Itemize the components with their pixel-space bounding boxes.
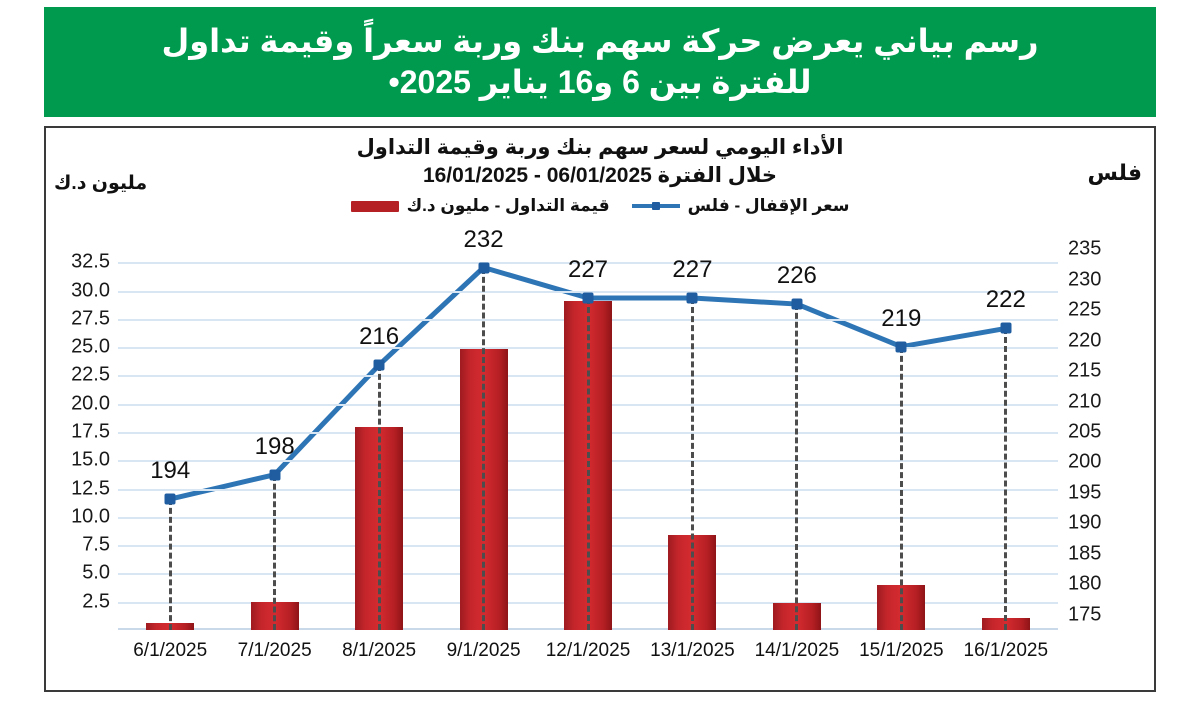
right-axis-tick: 215 (1068, 359, 1102, 382)
headline-line-1: رسم بياني يعرض حركة سهم بنك وربة سعراً و… (161, 22, 1039, 59)
drop-line (168, 499, 172, 630)
drop-line (1004, 328, 1008, 630)
line-data-point[interactable] (478, 262, 490, 273)
left-axis-tick: 7.5 (82, 533, 110, 556)
drop-line (377, 364, 381, 630)
left-axis-tick: 32.5 (71, 250, 110, 273)
right-axis-tick: 200 (1068, 450, 1102, 473)
headline-line-2: للفترة بين 6 و16 يناير 2025• (388, 64, 812, 100)
right-axis-tick: 180 (1068, 572, 1102, 595)
right-axis-title: فلس (1087, 160, 1142, 185)
left-axis-tick: 15.0 (71, 448, 110, 471)
right-axis-tick: 185 (1068, 542, 1102, 565)
data-label: 227 (672, 255, 713, 283)
left-axis-tick: 12.5 (71, 477, 110, 500)
left-axis-tick: 17.5 (71, 420, 110, 443)
data-label: 194 (150, 457, 191, 484)
left-axis-tick: 2.5 (82, 590, 110, 613)
gridline (118, 290, 1058, 293)
right-axis-tick: 230 (1068, 268, 1102, 291)
x-axis-tick: 14/1/2025 (754, 640, 840, 661)
headline-banner: رسم بياني يعرض حركة سهم بنك وربة سعراً و… (44, 7, 1156, 117)
left-axis-tick: 20.0 (71, 392, 110, 415)
data-label: 226 (776, 262, 817, 290)
line-data-point[interactable] (1000, 322, 1012, 334)
chart-subtitle: خلال الفترة 06/01/2025 - 16/01/2025 (422, 164, 778, 188)
right-axis-tick: 210 (1068, 390, 1102, 413)
data-label: 216 (359, 322, 400, 350)
x-axis-tick: 8/1/2025 (342, 640, 417, 661)
drop-line (899, 346, 903, 630)
legend-label-trade-value: قيمة التداول - مليون د.ك (406, 196, 610, 215)
x-axis-tick: 9/1/2025 (446, 640, 521, 661)
legend-item-trade-value[interactable]: قيمة التداول - مليون د.ك (350, 196, 610, 216)
x-axis-tick: 16/1/2025 (963, 640, 1049, 661)
plot-area: 2.5 5.0 7.5 10.0 12.5 15.0 17.5 20.0 22.5 25.0 27.… (71, 226, 1101, 662)
left-axis-tick: 30.0 (71, 279, 110, 302)
x-axis-tick: 6/1/2025 (133, 640, 208, 661)
line-data-point[interactable] (269, 469, 281, 481)
line-data-point[interactable] (582, 292, 594, 304)
x-axis-tick: 12/1/2025 (545, 640, 631, 661)
drop-line (273, 474, 277, 630)
line-data-point[interactable] (164, 493, 176, 505)
x-axis-tick: 13/1/2025 (650, 640, 735, 661)
chart-legend: سعر الإقفال - فلس قيمة التداول - مليون د… (46, 196, 1154, 216)
chart-frame: الأداء اليومي لسعر سهم بنك وربة وقيمة ال… (44, 126, 1156, 692)
chart-title-block: الأداء اليومي لسعر سهم بنك وربة وقيمة ال… (46, 134, 1154, 191)
drop-line (690, 297, 694, 630)
bar-swatch-icon (350, 200, 399, 212)
legend-item-close-price[interactable]: سعر الإقفال - فلس (631, 196, 850, 216)
data-label: 222 (985, 286, 1026, 314)
right-axis-tick: 220 (1068, 329, 1102, 352)
left-axis-title: مليون د.ك (54, 173, 148, 194)
x-axis-tick: 15/1/2025 (859, 640, 944, 661)
left-axis-tick: 25.0 (71, 335, 110, 358)
data-label: 232 (463, 225, 504, 253)
line-data-point[interactable] (895, 341, 907, 353)
line-data-point[interactable] (686, 292, 698, 304)
data-label: 198 (254, 432, 295, 460)
legend-label-close-price: سعر الإقفال - فلس (687, 196, 850, 215)
left-axis-tick: 10.0 (71, 505, 110, 528)
data-label: 219 (881, 304, 922, 332)
right-axis-tick: 205 (1068, 420, 1102, 443)
right-axis-tick: 235 (1068, 237, 1102, 260)
data-label: 227 (567, 255, 609, 283)
line-data-point[interactable] (373, 359, 385, 371)
line-data-point[interactable] (791, 298, 803, 310)
right-axis-tick: 175 (1068, 603, 1102, 626)
line-marker-swatch-icon (631, 200, 680, 212)
drop-line (586, 297, 590, 630)
drop-line (482, 267, 486, 630)
left-axis-tick: 27.5 (71, 307, 110, 330)
gridline (118, 262, 1058, 265)
drop-line (795, 304, 799, 630)
right-axis-tick: 190 (1068, 511, 1102, 534)
right-axis-tick: 225 (1068, 298, 1102, 321)
chart-title: الأداء اليومي لسعر سهم بنك وربة وقيمة ال… (356, 136, 844, 159)
right-axis-tick: 195 (1068, 481, 1102, 504)
x-axis-tick: 7/1/2025 (237, 640, 312, 661)
left-axis-tick: 22.5 (71, 363, 110, 386)
left-axis-tick: 5.0 (82, 561, 110, 584)
